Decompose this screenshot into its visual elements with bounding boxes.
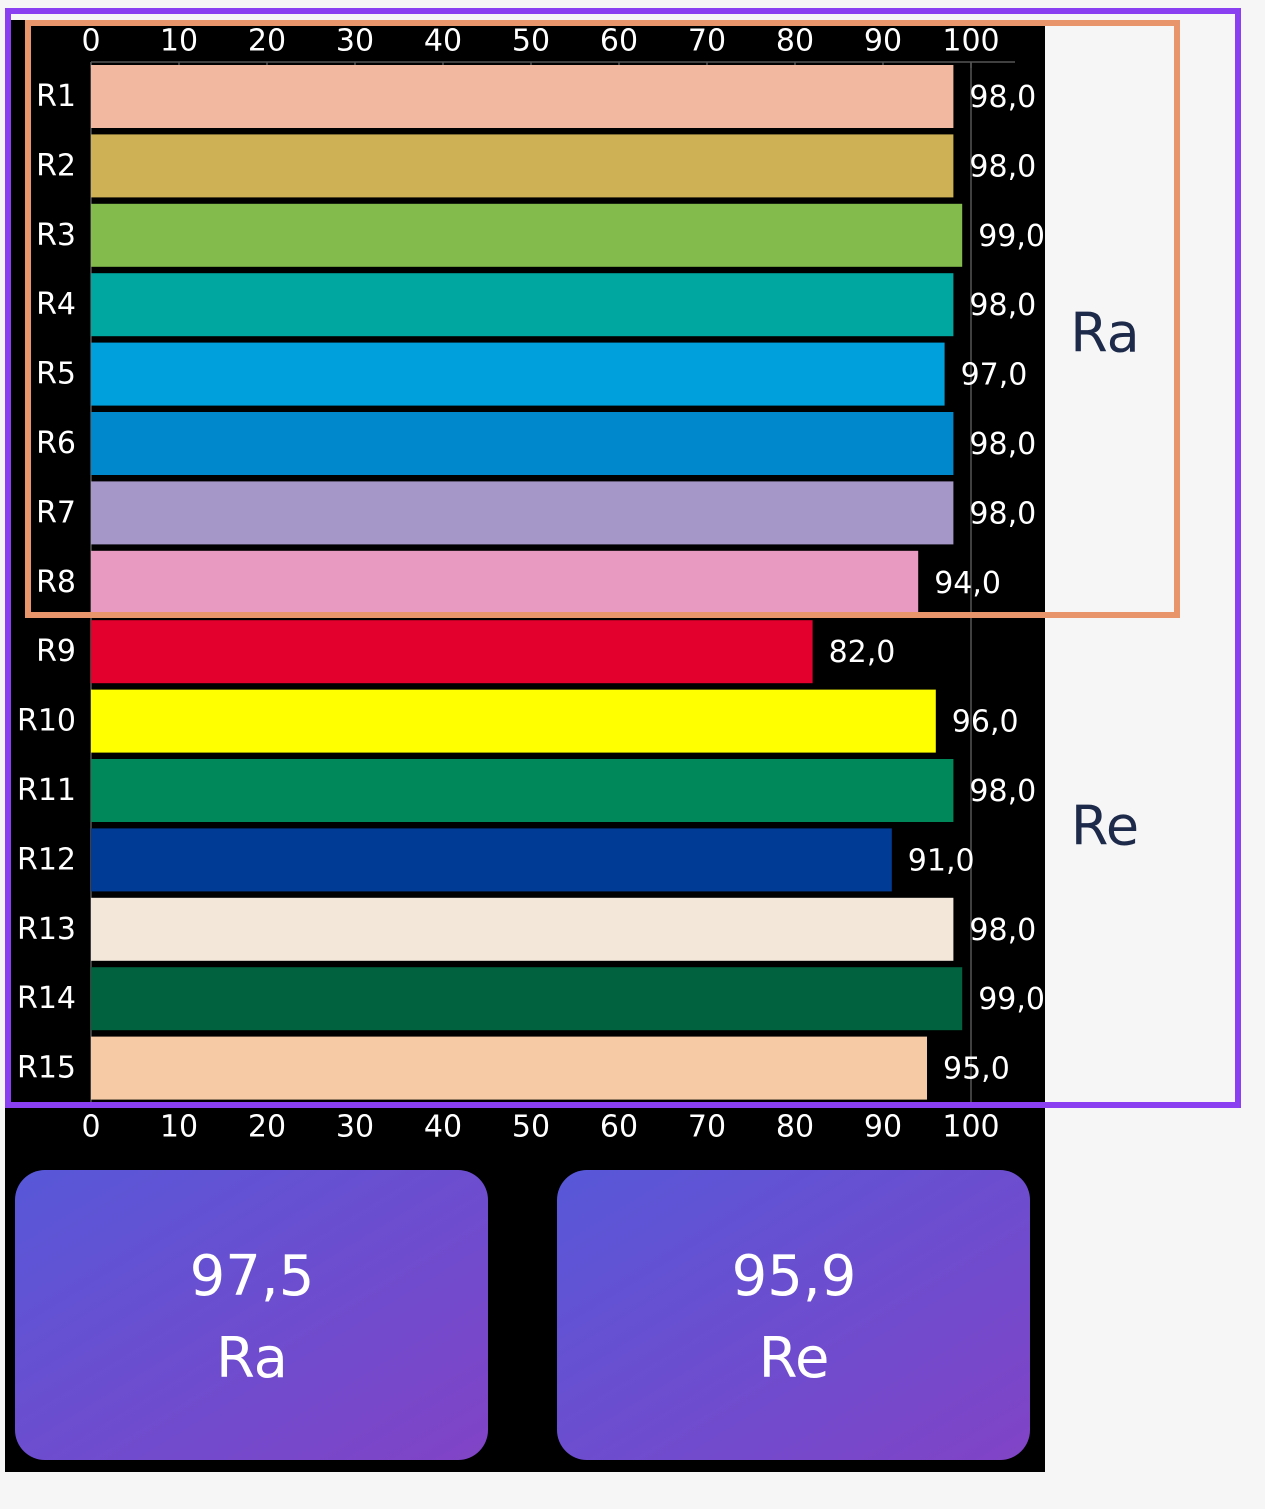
x-tick-label: 90 [864, 24, 902, 59]
x-tick-label: 0 [81, 1110, 100, 1145]
x-tick-label: 20 [248, 24, 286, 59]
bar [91, 65, 954, 128]
bar [91, 550, 919, 614]
x-tick-label: 40 [424, 1110, 462, 1145]
x-tick-label: 50 [512, 1110, 550, 1145]
y-tick-label: R14 [17, 981, 76, 1016]
x-tick-label: 40 [424, 24, 462, 59]
x-tick-label: 60 [600, 24, 638, 59]
x-tick-label: 80 [776, 1110, 814, 1145]
summary-value: 97,5 [190, 1244, 315, 1309]
bar [91, 620, 813, 684]
value-label: 96,0 [952, 705, 1019, 740]
y-tick-label: R3 [36, 218, 76, 253]
annotation: Ra [1070, 302, 1139, 365]
bar [91, 1036, 927, 1100]
y-tick-label: R5 [36, 357, 76, 392]
value-label: 98,0 [969, 80, 1036, 115]
y-tick-label: R8 [36, 565, 76, 600]
x-tick-label: 0 [81, 24, 100, 59]
value-label: 91,0 [908, 843, 975, 878]
x-tick-label: 60 [600, 1110, 638, 1145]
bar [91, 689, 936, 753]
value-label: 99,0 [978, 219, 1045, 254]
annotation: Re [1071, 795, 1139, 858]
value-label: 99,0 [978, 982, 1045, 1017]
y-tick-label: R1 [36, 79, 76, 114]
summary-label: Ra [216, 1326, 288, 1391]
value-label: 98,0 [969, 427, 1036, 462]
bar [91, 759, 954, 822]
value-label: 98,0 [969, 288, 1036, 323]
value-label: 98,0 [969, 774, 1036, 809]
y-tick-label: R9 [36, 634, 76, 669]
y-tick-label: R2 [36, 148, 76, 183]
y-tick-label: R12 [17, 842, 76, 877]
bar [91, 134, 954, 198]
y-tick-label: R15 [17, 1051, 76, 1086]
x-tick-label: 10 [160, 24, 198, 59]
bar [91, 967, 963, 1031]
summary-label: Re [759, 1326, 830, 1391]
value-label: 97,0 [961, 358, 1028, 393]
value-label: 94,0 [934, 566, 1001, 601]
value-label: 98,0 [969, 149, 1036, 184]
x-tick-label: 90 [864, 1110, 902, 1145]
summary-value: 95,9 [732, 1244, 857, 1309]
x-tick-label: 20 [248, 1110, 286, 1145]
summary-card [15, 1170, 488, 1460]
value-label: 98,0 [969, 913, 1036, 948]
x-tick-label: 10 [160, 1110, 198, 1145]
value-label: 82,0 [829, 635, 896, 670]
y-tick-label: R6 [36, 426, 76, 461]
x-tick-label: 50 [512, 24, 550, 59]
x-tick-label: 80 [776, 24, 814, 59]
bar [91, 412, 954, 475]
x-tick-label: 30 [336, 24, 374, 59]
bar [91, 481, 954, 545]
value-label: 95,0 [943, 1052, 1010, 1087]
bar [91, 273, 954, 337]
y-tick-label: R7 [36, 495, 76, 530]
bar [91, 203, 963, 267]
x-tick-label: 30 [336, 1110, 374, 1145]
y-tick-label: R13 [17, 912, 76, 947]
y-tick-label: R4 [36, 287, 76, 322]
bar [91, 342, 945, 406]
x-tick-label: 100 [942, 1110, 999, 1145]
re-bracket [5, 8, 1241, 1108]
x-tick-label: 100 [942, 24, 999, 59]
value-label: 98,0 [969, 496, 1036, 531]
x-tick-label: 70 [688, 24, 726, 59]
plot: 0 0 10 10 20 20 30 30 40 40 50 50 60 60 70 70 80 80 90 90 10… [17, 24, 1045, 1145]
summary-card [557, 1170, 1030, 1460]
x-tick-label: 70 [688, 1110, 726, 1145]
ra-bracket [25, 20, 1180, 618]
bar [91, 897, 954, 961]
y-tick-label: R10 [17, 704, 76, 739]
bar [91, 828, 892, 892]
y-tick-label: R11 [17, 773, 76, 808]
